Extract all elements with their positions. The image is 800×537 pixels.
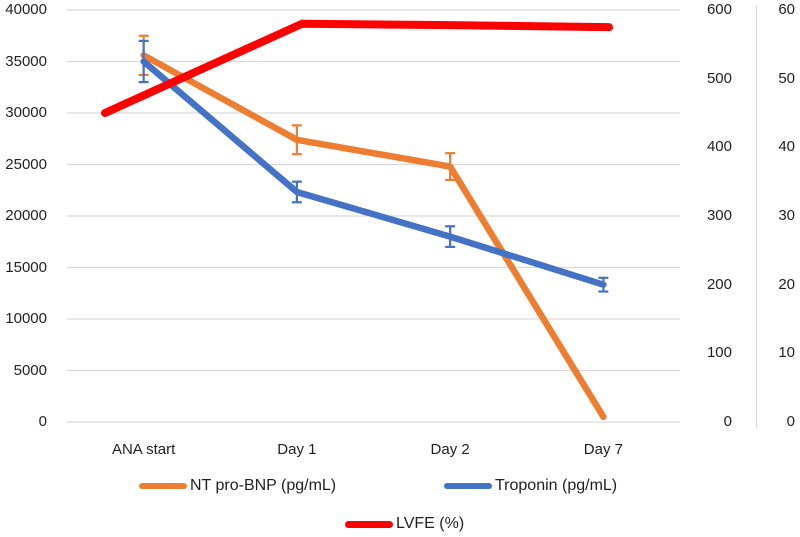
y-axis-right-tick-label: 500 <box>706 69 732 87</box>
x-axis-label: Day 1 <box>277 441 317 458</box>
legend-item-lvfe: LVFE (%) <box>345 515 464 533</box>
y-axis-right-tick-label: 400 <box>706 138 732 156</box>
legend-swatch-nt-pro-bnp <box>139 483 187 489</box>
y-axis-far-right-tick-label: 0 <box>786 413 795 430</box>
series-line-troponin-pg-ml <box>140 58 607 288</box>
x-axis-label: Day 7 <box>583 441 623 458</box>
legend-label-lvfe: LVFE (%) <box>396 515 465 532</box>
y-axis-left-tick-label: 30000 <box>5 104 47 121</box>
legend-label-nt-pro-bnp: NT pro-BNP (pg/mL) <box>190 477 337 494</box>
y-axis-left-tick-label: 40000 <box>5 1 47 18</box>
y-axis-right-tick-label: 300 <box>706 207 732 224</box>
legend-swatch-troponin <box>444 483 492 489</box>
y-axis-left-tick-label: 10000 <box>5 310 47 327</box>
series-line-lvfe <box>101 19 613 117</box>
y-axis-far-right-tick-label: 40 <box>778 138 795 156</box>
y-axis-left-tick-label: 15000 <box>5 258 47 276</box>
y-axis-right-tick-label: 200 <box>706 275 732 293</box>
legend-swatch-lvfe <box>345 520 393 528</box>
legend-item-troponin: Troponin (pg/mL) <box>444 477 617 495</box>
y-axis-left-tick-label: 5000 <box>13 361 47 379</box>
legend-item-nt-pro-bnp: NT pro-BNP (pg/mL) <box>139 477 336 495</box>
y-axis-far-right-tick-label: 50 <box>778 69 795 87</box>
y-axis-right-tick-label: 0 <box>723 413 732 430</box>
y-axis-far-right-tick-label: 30 <box>778 207 795 224</box>
x-axis-label: ANA start <box>111 441 176 458</box>
y-axis-left-tick-label: 25000 <box>5 155 47 173</box>
series-line-nt-pro-bnp-pg-ml <box>140 52 607 421</box>
y-axis-right-tick-label: 100 <box>706 344 732 362</box>
y-axis-left-tick-label: 35000 <box>5 52 47 70</box>
y-axis-far-right-tick-label: 20 <box>778 275 795 293</box>
y-axis-far-right-tick-label: 60 <box>778 1 795 18</box>
y-axis-left-tick-label: 0 <box>38 413 47 430</box>
y-axis-far-right-tick-label: 10 <box>778 344 795 362</box>
x-axis-label: Day 2 <box>430 441 470 458</box>
y-axis-left-tick-label: 20000 <box>5 207 47 224</box>
legend-label-troponin: Troponin (pg/mL) <box>495 477 618 494</box>
y-axis-right-tick-label: 600 <box>706 1 732 18</box>
